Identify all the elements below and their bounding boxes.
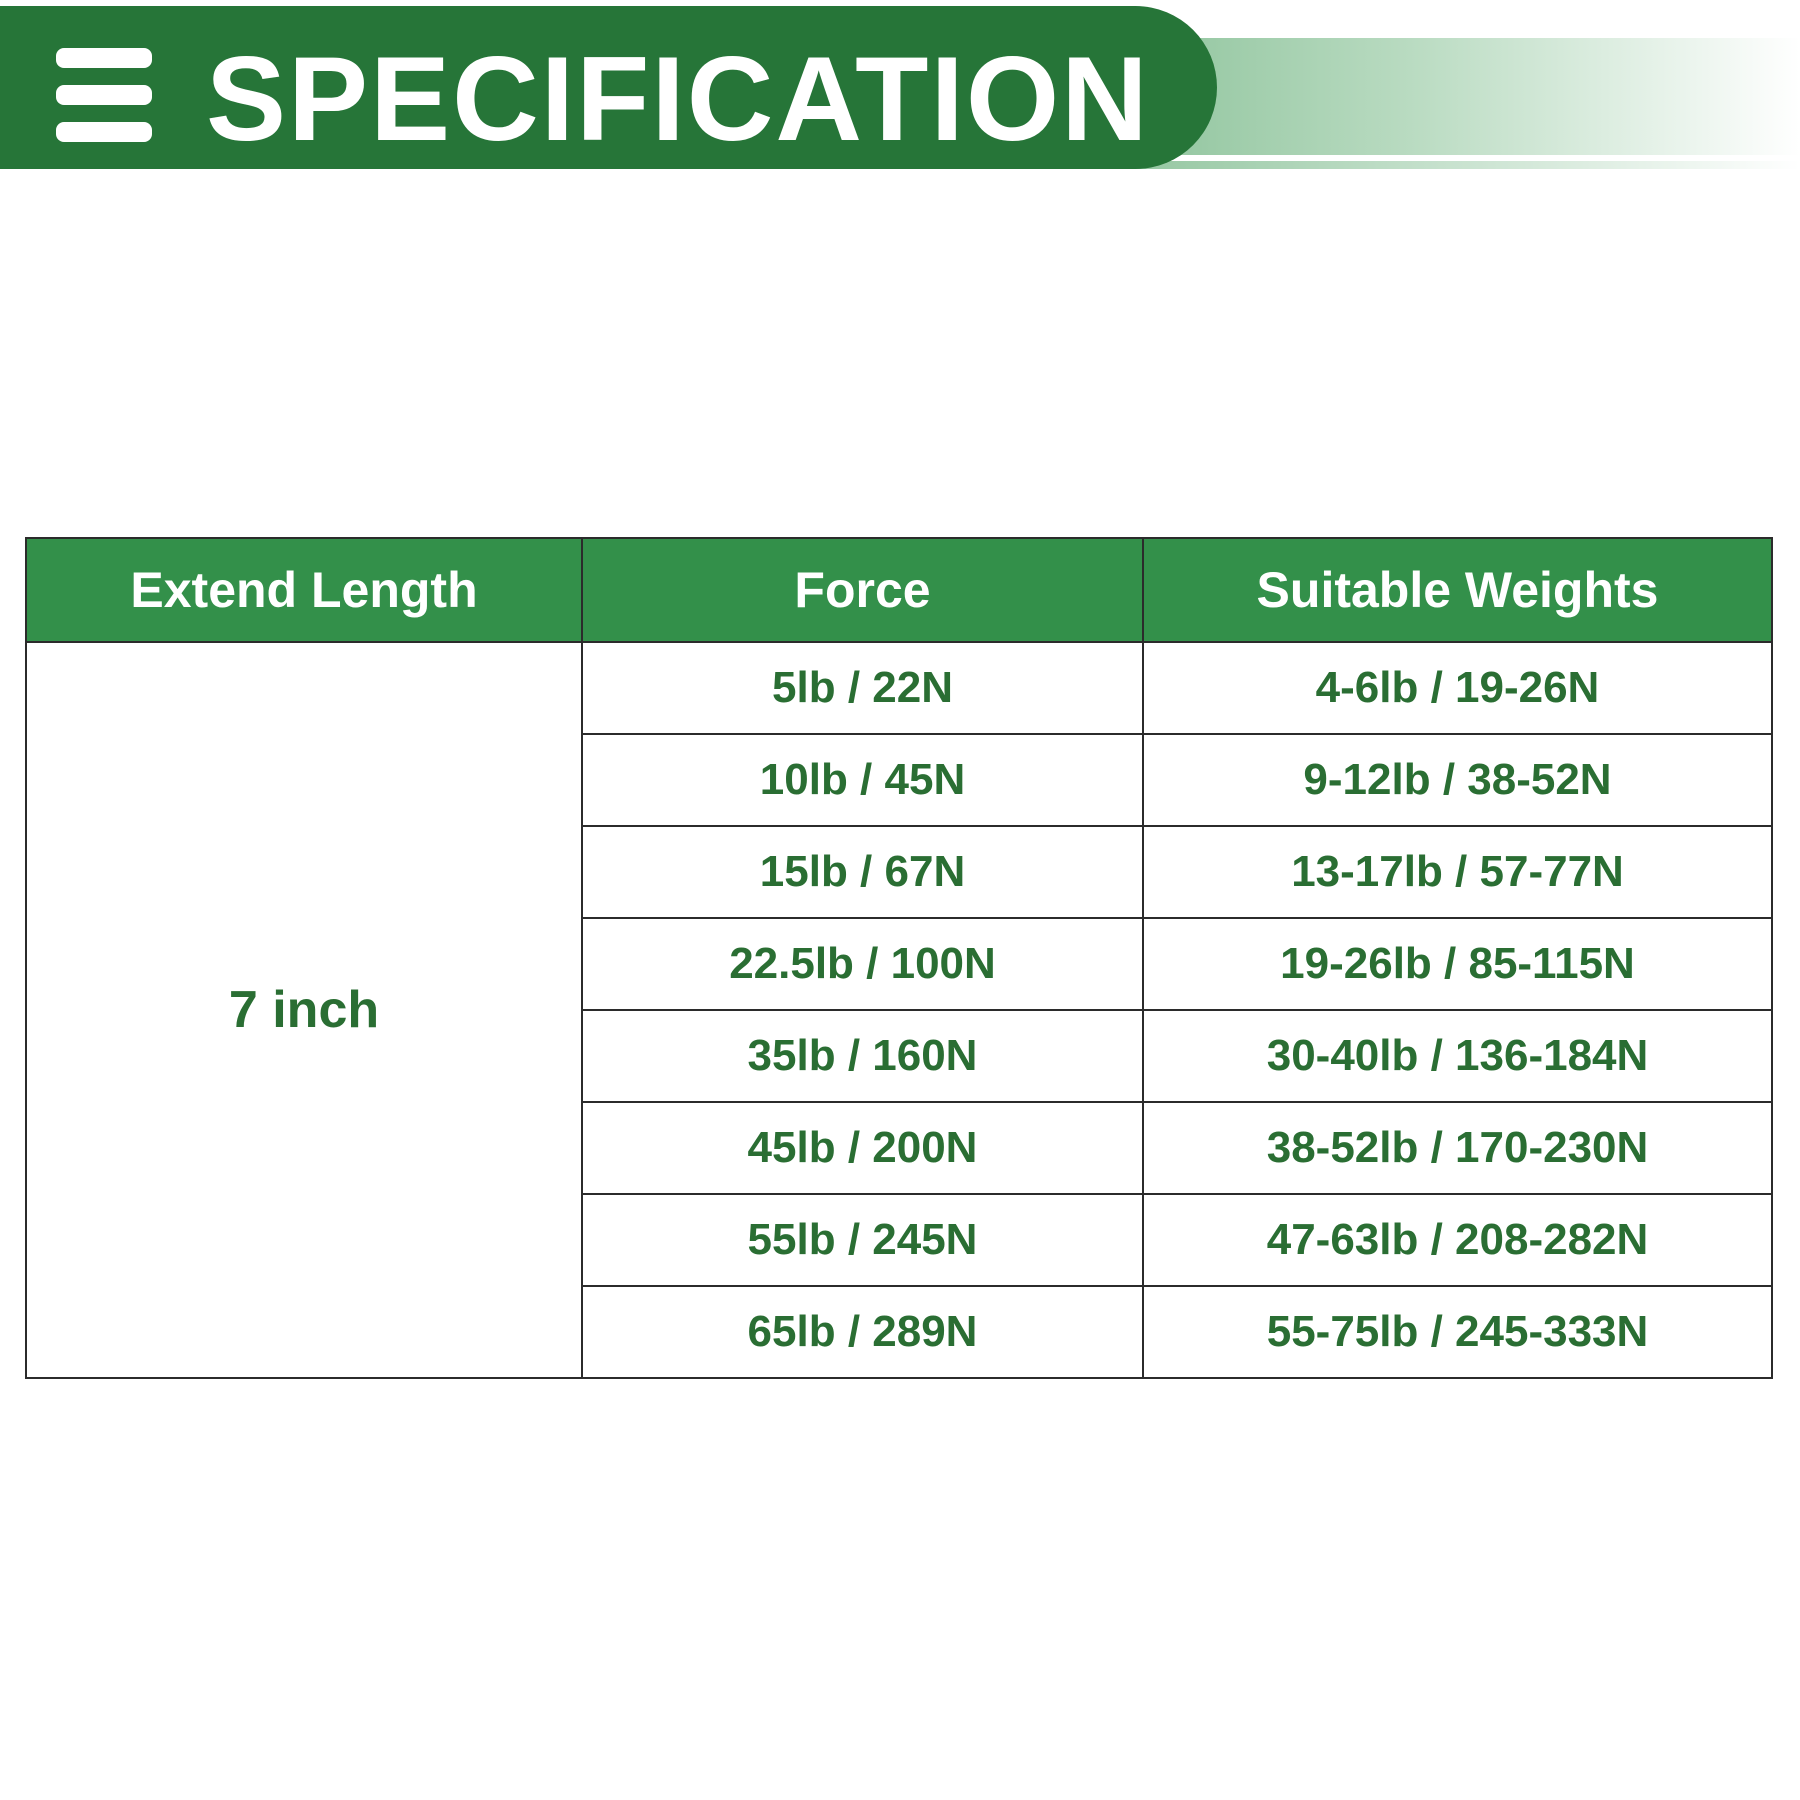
force-cell: 45lb / 200N bbox=[581, 1101, 1144, 1195]
table-row: 15lb / 67N 13-17lb / 57-77N bbox=[26, 825, 1773, 919]
force-cell: 5lb / 22N bbox=[581, 641, 1144, 735]
extend-length-cell: 7 inch bbox=[25, 641, 583, 1379]
force-cell: 10lb / 45N bbox=[581, 733, 1144, 827]
suitable-weights-cell: 30-40lb / 136-184N bbox=[1142, 1009, 1773, 1103]
suitable-weights-cell: 9-12lb / 38-52N bbox=[1142, 733, 1773, 827]
column-header-force: Force bbox=[581, 537, 1144, 643]
table-row: 10lb / 45N 9-12lb / 38-52N bbox=[26, 733, 1773, 827]
spec-table: Extend Length Force Suitable Weights 7 i… bbox=[25, 537, 1773, 1379]
table-row: 22.5lb / 100N 19-26lb / 85-115N bbox=[26, 917, 1773, 1011]
suitable-weights-cell: 47-63lb / 208-282N bbox=[1142, 1193, 1773, 1287]
force-cell: 65lb / 289N bbox=[581, 1285, 1144, 1379]
table-row: 65lb / 289N 55-75lb / 245-333N bbox=[26, 1285, 1773, 1379]
column-header-suitable-weights: Suitable Weights bbox=[1142, 537, 1773, 643]
table-row: 45lb / 200N 38-52lb / 170-230N bbox=[26, 1101, 1773, 1195]
suitable-weights-cell: 55-75lb / 245-333N bbox=[1142, 1285, 1773, 1379]
header-gradient-line bbox=[1120, 161, 1800, 169]
header-gradient-bar bbox=[1150, 38, 1800, 155]
menu-icon bbox=[56, 48, 152, 142]
suitable-weights-cell: 4-6lb / 19-26N bbox=[1142, 641, 1773, 735]
suitable-weights-cell: 38-52lb / 170-230N bbox=[1142, 1101, 1773, 1195]
header-banner: SPECIFICATION bbox=[0, 6, 1217, 169]
force-cell: 55lb / 245N bbox=[581, 1193, 1144, 1287]
suitable-weights-cell: 13-17lb / 57-77N bbox=[1142, 825, 1773, 919]
page-title: SPECIFICATION bbox=[206, 32, 1150, 166]
force-cell: 22.5lb / 100N bbox=[581, 917, 1144, 1011]
table-row: 7 inch 5lb / 22N 4-6lb / 19-26N bbox=[25, 641, 1773, 1379]
suitable-weights-cell: 19-26lb / 85-115N bbox=[1142, 917, 1773, 1011]
table-row: 35lb / 160N 30-40lb / 136-184N bbox=[26, 1009, 1773, 1103]
force-cell: 15lb / 67N bbox=[581, 825, 1144, 919]
table-row: 55lb / 245N 47-63lb / 208-282N bbox=[26, 1193, 1773, 1287]
table-header-row: Extend Length Force Suitable Weights bbox=[25, 537, 1773, 643]
column-header-extend-length: Extend Length bbox=[25, 537, 583, 643]
force-cell: 35lb / 160N bbox=[581, 1009, 1144, 1103]
